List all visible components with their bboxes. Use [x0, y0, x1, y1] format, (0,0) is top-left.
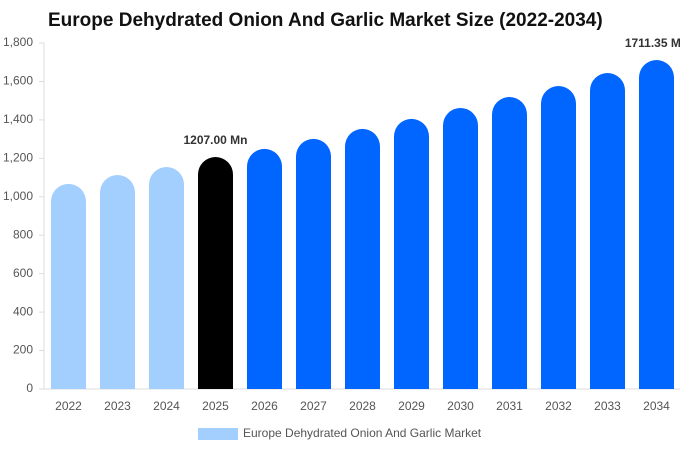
- x-tick-label: 2029: [398, 399, 425, 413]
- y-tick-label: 600: [13, 266, 33, 280]
- y-tick-label: 1,800: [3, 35, 33, 49]
- y-tick-label: 1,600: [3, 74, 33, 88]
- value-label: 1207.00 Mn: [183, 133, 247, 147]
- bar: [345, 128, 380, 389]
- chart-title: Europe Dehydrated Onion And Garlic Marke…: [48, 10, 603, 31]
- bar: [443, 107, 478, 390]
- bar: [541, 86, 576, 390]
- y-tick-label: 200: [13, 343, 33, 357]
- bar: [639, 60, 674, 390]
- y-tick-label: 1,200: [3, 151, 33, 165]
- x-tick-label: 2033: [594, 399, 621, 413]
- x-tick-label: 2031: [496, 399, 523, 413]
- y-tick-label: 800: [13, 227, 33, 241]
- x-tick-label: 2034: [643, 399, 670, 413]
- bar: [296, 138, 331, 389]
- y-tick-label: 1,400: [3, 112, 33, 126]
- y-tick-label: 400: [13, 304, 33, 318]
- bar: [247, 148, 282, 389]
- legend-swatch: [198, 428, 238, 440]
- bar: [51, 183, 86, 389]
- bar: [394, 118, 429, 389]
- bar: [100, 175, 135, 389]
- x-tick-label: 2025: [202, 399, 229, 413]
- x-tick-label: 2032: [545, 399, 572, 413]
- x-tick-label: 2023: [104, 399, 131, 413]
- bar: [590, 72, 625, 389]
- x-tick-label: 2028: [349, 399, 376, 413]
- x-tick-label: 2024: [153, 399, 180, 413]
- x-tick-label: 2027: [300, 399, 327, 413]
- value-label: 1711.35 Mn: [625, 36, 680, 50]
- x-tick-label: 2026: [251, 399, 278, 413]
- bar: [198, 156, 233, 389]
- y-tick-label: 0: [26, 381, 33, 395]
- x-tick-label: 2022: [55, 399, 82, 413]
- bar: [492, 97, 527, 390]
- y-tick-label: 1,000: [3, 189, 33, 203]
- x-tick-label: 2030: [447, 399, 474, 413]
- bar: [149, 166, 184, 389]
- legend-label: Europe Dehydrated Onion And Garlic Marke…: [243, 426, 482, 440]
